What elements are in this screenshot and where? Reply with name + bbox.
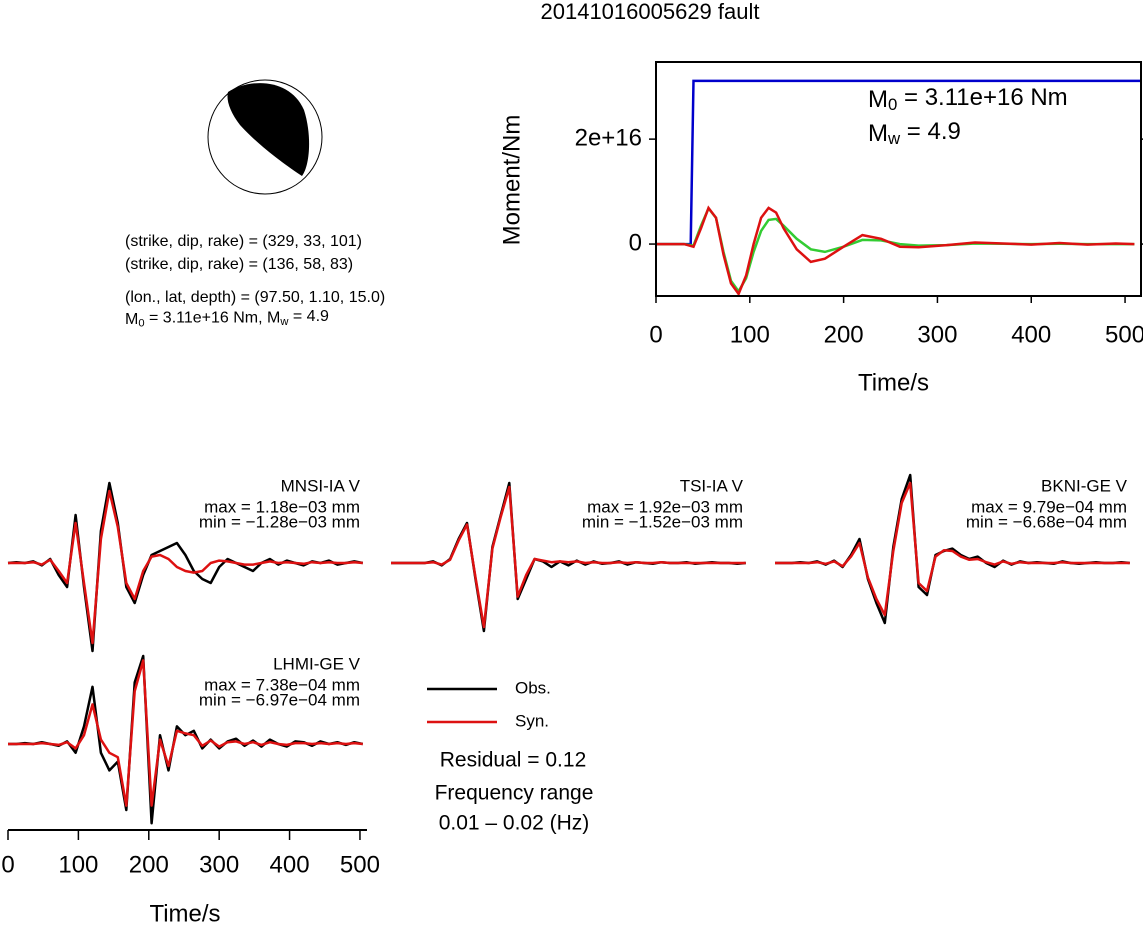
min-label: min = −1.28e−03 mm [199,512,360,531]
text-part: M [868,120,888,147]
waveform-syn [8,489,363,645]
y-tick-label: 2e+16 [575,124,642,151]
subscript: 0 [138,317,144,329]
waveform-syn [391,485,746,629]
x-tick-label: 300 [917,321,957,348]
subscript: w [279,316,289,328]
text-part: = 3.11e+16 Nm [897,84,1067,111]
station-label: MNSI-IA V [281,476,361,495]
y-axis-label: Moment/Nm [498,115,525,246]
subscript: w [887,129,901,148]
max-label: max = 7.38e−04 mm [204,675,360,694]
info-line: (strike, dip, rake) = (329, 33, 101) [125,233,362,250]
annotation: M0 = 3.11e+16 Nm [868,84,1068,114]
x-tick-label: 100 [730,321,770,348]
y-tick-label: 0 [629,229,642,256]
subscript: 0 [888,95,897,114]
x-axis-label: Time/s [858,369,929,396]
residual: Residual = 0.12 [440,749,587,772]
x-tick-label: 400 [1011,321,1051,348]
x-tick-label: 300 [199,851,239,878]
x-tick-label: 500 [340,851,380,878]
waveform-syn [8,659,363,807]
station-label: TSI-IA V [680,476,744,495]
text-part: = 4.9 [900,118,961,145]
text-part: M [125,311,138,328]
plot-frame [655,61,1142,297]
frequency: Frequency range [435,782,594,805]
min-label: min = −6.68e−04 mm [966,512,1127,531]
x-tick-label: 100 [58,851,98,878]
moment-curve [656,205,1135,297]
max-label: max = 9.79e−04 mm [971,497,1127,516]
legend-label: Obs. [515,678,551,697]
x-tick-label: 0 [649,321,662,348]
x-tick-label: 0 [1,851,14,878]
text-part: = 4.9 [288,308,329,325]
moment-curve [656,205,1135,294]
x-tick-label: 200 [129,851,169,878]
max-label: max = 1.92e−03 mm [587,497,743,516]
waveform-obs [7,481,364,653]
x-tick-label: 200 [824,321,864,348]
station-label: LHMI-GE V [273,654,361,673]
x-tick-label: 500 [1105,321,1143,348]
info-line: M0 = 3.11e+16 Nm, Mw = 4.9 [125,308,329,329]
min-label: min = −1.52e−03 mm [582,512,743,531]
min-label: min = −6.97e−04 mm [199,690,360,709]
text-part: M [868,86,888,113]
station-label: BKNI-GE V [1041,476,1128,495]
solution-info: (strike, dip, rake) = (329, 33, 101) (st… [125,233,385,329]
info-line: (strike, dip, rake) = (136, 58, 83) [125,256,353,273]
annotation: Mw = 4.9 [868,118,961,148]
frequency: 0.01 – 0.02 (Hz) [439,812,590,835]
beachball [207,79,323,195]
text-part: = 3.11e+16 Nm, M [145,310,281,327]
waveform-syn [775,481,1130,617]
legend-label: Syn. [515,711,549,730]
info-line: (lon., lat, depth) = (97.50, 1.10, 15.0) [125,289,385,306]
x-axis-label: Time/s [149,900,220,926]
x-tick-label: 400 [270,851,310,878]
figure-title: 20141016005629 fault [541,0,760,24]
max-label: max = 1.18e−03 mm [204,497,360,516]
